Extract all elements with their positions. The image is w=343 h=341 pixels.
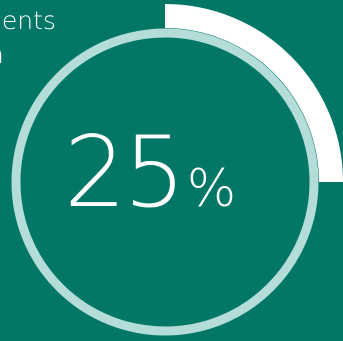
caption-line-2: n xyxy=(0,38,56,72)
progress-arc-segment xyxy=(164,4,343,183)
stat-caption: dents n xyxy=(0,4,56,72)
caption-line-1: dents xyxy=(0,6,56,35)
percentage-value: 25 xyxy=(64,116,186,230)
progress-track-ring xyxy=(11,28,319,336)
percentage-sign: % xyxy=(186,159,237,219)
percentage-readout: 25% xyxy=(64,124,236,222)
